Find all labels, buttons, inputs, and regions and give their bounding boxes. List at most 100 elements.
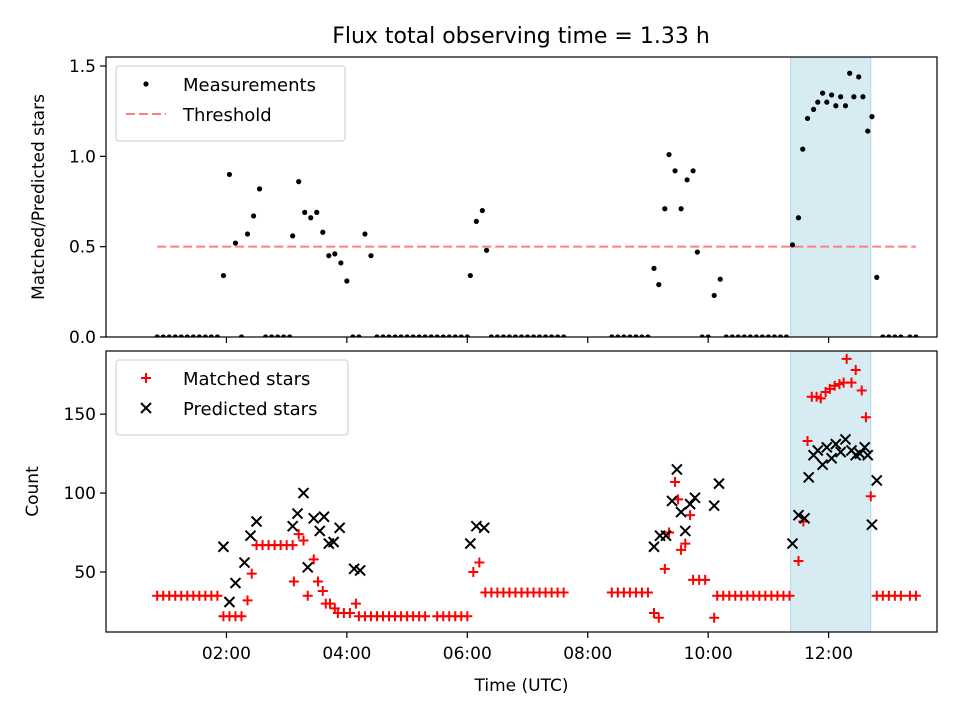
data-point — [815, 99, 821, 105]
data-point — [338, 260, 344, 266]
data-point — [869, 114, 875, 120]
data-point — [648, 541, 660, 553]
data-point — [783, 334, 790, 337]
series-matched-stars — [152, 353, 921, 623]
data-point — [771, 334, 778, 337]
data-point — [694, 249, 700, 255]
data-point — [332, 251, 338, 257]
data-point — [660, 529, 672, 542]
data-point — [362, 231, 368, 237]
data-point — [839, 433, 852, 446]
data-point — [834, 446, 847, 458]
x-tick-label: 08:00 — [563, 644, 612, 664]
data-point — [815, 393, 826, 404]
data-point — [452, 334, 458, 337]
data-point — [386, 334, 392, 337]
plot-area — [154, 57, 919, 337]
x-axis-label: Time (UTC) — [474, 676, 569, 696]
legend-box — [115, 65, 346, 142]
data-point — [689, 492, 701, 504]
data-point — [446, 334, 452, 337]
data-point — [819, 90, 826, 96]
data-point — [802, 435, 813, 446]
data-point — [483, 247, 490, 253]
data-point — [659, 563, 670, 574]
data-point — [729, 334, 735, 337]
data-point — [671, 463, 683, 476]
data-point — [288, 576, 299, 587]
data-point — [860, 94, 866, 100]
data-point — [676, 544, 687, 555]
data-point — [154, 334, 160, 337]
data-point — [838, 94, 844, 100]
data-point — [717, 276, 723, 282]
data-point — [670, 477, 681, 488]
data-point — [236, 611, 247, 622]
data-point — [344, 608, 355, 619]
data-point — [793, 555, 804, 566]
data-point — [789, 242, 796, 248]
data-point — [238, 334, 245, 337]
data-point — [829, 380, 840, 391]
data-point — [184, 334, 190, 337]
data-point — [784, 590, 795, 601]
data-point — [317, 585, 328, 596]
data-point — [344, 278, 350, 284]
data-point — [196, 334, 202, 337]
data-point — [713, 477, 725, 490]
data-point — [865, 491, 876, 502]
data-point — [326, 253, 332, 259]
data-point — [708, 500, 720, 512]
data-point — [512, 334, 519, 337]
data-point — [833, 103, 839, 109]
data-point — [898, 334, 904, 337]
chart-title: Flux total observing time = 1.33 h — [332, 24, 710, 49]
data-point — [759, 334, 765, 337]
data-point — [275, 334, 281, 337]
data-point — [178, 334, 184, 337]
legend-marker — [140, 402, 152, 414]
data-point — [648, 608, 659, 619]
data-point — [314, 525, 326, 537]
data-point — [500, 334, 507, 337]
data-point — [786, 537, 799, 550]
data-point — [536, 334, 543, 337]
y-tick-label: 1.0 — [69, 147, 96, 167]
data-point — [416, 334, 422, 337]
data-point — [190, 334, 196, 337]
data-point — [291, 507, 304, 520]
data-point — [741, 334, 747, 337]
legend-label: Measurements — [183, 75, 316, 96]
legend: Matched stars Predicted stars — [115, 359, 349, 436]
data-point — [824, 99, 830, 105]
data-point — [800, 146, 806, 152]
data-point — [816, 458, 829, 471]
data-point — [862, 449, 874, 461]
data-point — [293, 529, 304, 540]
axes-frame — [105, 56, 938, 338]
data-point — [440, 334, 446, 337]
data-point — [711, 292, 717, 299]
data-point — [615, 334, 621, 337]
data-point — [286, 520, 299, 532]
data-point — [684, 498, 696, 510]
data-point — [723, 334, 729, 337]
data-point — [865, 128, 871, 134]
data-point — [308, 215, 314, 221]
data-point — [320, 229, 326, 235]
data-point — [308, 512, 320, 525]
data-point — [651, 265, 657, 271]
data-point — [350, 334, 356, 337]
data-point — [777, 334, 784, 337]
data-point — [886, 334, 892, 337]
legend-box — [115, 359, 349, 436]
data-point — [232, 240, 239, 246]
data-point — [765, 334, 771, 337]
data-point — [287, 334, 293, 337]
data-point — [368, 253, 374, 259]
data-point — [524, 334, 531, 337]
data-point — [327, 536, 340, 548]
y-tick-label: 150 — [64, 405, 96, 425]
data-point — [907, 334, 913, 337]
legend-label: Matched stars — [183, 369, 310, 390]
